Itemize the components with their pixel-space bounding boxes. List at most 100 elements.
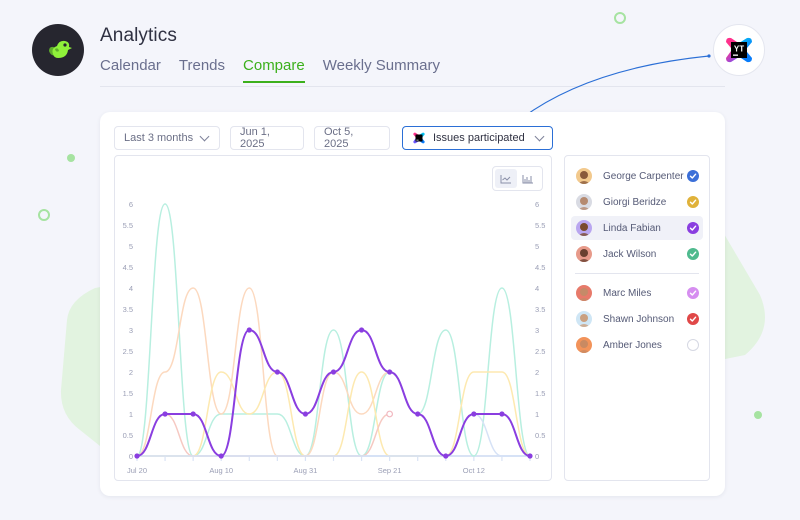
y-axis-tick-label: 1.5	[535, 389, 545, 398]
y-axis-tick-label: 3.5	[535, 305, 545, 314]
area-chart-button[interactable]	[517, 169, 539, 188]
person-row[interactable]: Linda Fabian	[571, 216, 703, 240]
decor-dot	[67, 154, 75, 162]
person-name: Linda Fabian	[603, 222, 661, 234]
y-axis-tick-label: 5	[535, 242, 539, 251]
people-legend: George Carpenter Giorgi Beridze Linda Fabi…	[564, 155, 710, 481]
line-chart: 0 0 0.5 0.5 1 1 1.5 1.5 2 2 2.5 2.5 3 3 3.5 3.5 4 4 4.5 4.5…	[123, 200, 546, 475]
checkbox-checked-icon[interactable]	[687, 248, 699, 260]
data-point	[387, 369, 393, 375]
y-axis-tick-label: 6	[129, 200, 133, 209]
end-date-value: Oct 5, 2025	[324, 126, 354, 150]
page-title: Analytics	[100, 25, 177, 46]
compare-card: Last 3 months Jun 1, 2025 Oct 5, 2025 Is…	[100, 112, 725, 496]
y-axis-tick-label: 1	[535, 410, 539, 419]
person-row[interactable]: Giorgi Beridze	[571, 190, 703, 214]
youtrack-integration-button[interactable]: YT	[713, 24, 765, 76]
start-date-value: Jun 1, 2025	[240, 126, 270, 150]
tab-weekly-summary[interactable]: Weekly Summary	[322, 57, 440, 74]
y-axis-tick-label: 0.5	[123, 431, 133, 440]
x-axis-tick-label: Sep 21	[378, 466, 402, 475]
checkbox-checked-icon[interactable]	[687, 170, 699, 182]
metric-dropdown[interactable]: Issues participated	[402, 126, 553, 150]
metric-dropdown-label: Issues participated	[433, 132, 525, 144]
checkbox-checked-icon[interactable]	[687, 196, 699, 208]
area-chart-icon	[522, 174, 533, 183]
data-point	[358, 327, 365, 333]
y-axis-tick-label: 3	[129, 326, 133, 335]
person-name: Giorgi Beridze	[603, 196, 667, 208]
person-row[interactable]: Marc Miles	[571, 281, 703, 305]
y-axis-tick-label: 4.5	[535, 263, 545, 272]
x-axis-tick-label: Aug 10	[209, 466, 233, 475]
y-axis-tick-label: 2	[129, 368, 133, 377]
end-date-field[interactable]: Oct 5, 2025	[314, 126, 390, 150]
person-name: Marc Miles	[603, 287, 652, 299]
decor-dot	[754, 411, 762, 419]
y-axis-tick-label: 3	[535, 326, 539, 335]
series-line	[136, 413, 390, 457]
range-dropdown-label: Last 3 months	[124, 132, 194, 144]
header-divider	[100, 86, 725, 87]
decor-ring	[614, 12, 626, 24]
data-point	[246, 327, 252, 333]
avatar	[576, 285, 592, 301]
app-logo[interactable]	[32, 24, 84, 76]
start-date-field[interactable]: Jun 1, 2025	[230, 126, 304, 150]
series-line	[136, 328, 531, 458]
x-axis-tick-label: Aug 31	[294, 466, 318, 475]
line-chart-button[interactable]	[495, 169, 517, 188]
data-point	[162, 411, 168, 417]
tab-calendar[interactable]: Calendar	[100, 57, 161, 74]
y-axis-tick-label: 4	[129, 284, 133, 293]
chart-area	[114, 155, 552, 481]
person-row[interactable]: Jack Wilson	[571, 242, 703, 266]
tab-trends[interactable]: Trends	[178, 57, 226, 74]
y-axis-tick-label: 5.5	[535, 221, 545, 230]
avatar	[576, 337, 592, 353]
series-line	[136, 371, 531, 457]
data-point	[302, 411, 309, 417]
y-axis-tick-label: 0.5	[535, 431, 545, 440]
y-axis-tick-label: 0	[129, 452, 133, 461]
person-name: Shawn Johnson	[603, 313, 675, 325]
range-dropdown[interactable]: Last 3 months	[114, 126, 220, 150]
checkbox-checked-icon[interactable]	[687, 313, 699, 325]
avatar	[576, 194, 592, 210]
avatar	[576, 168, 592, 184]
data-point	[134, 453, 140, 459]
person-name: Jack Wilson	[603, 248, 657, 260]
legend-divider	[575, 273, 699, 274]
y-axis-tick-label: 2.5	[123, 347, 133, 356]
x-axis-tick-label: Oct 12	[463, 466, 485, 475]
checkbox-checked-icon[interactable]	[687, 222, 699, 234]
checkbox-checked-icon[interactable]	[687, 287, 699, 299]
person-row[interactable]: Amber Jones	[571, 333, 703, 357]
bird-logo-icon	[49, 40, 72, 58]
y-axis-tick-label: 2.5	[535, 347, 545, 356]
youtrack-logo-icon	[413, 132, 425, 144]
data-point	[415, 411, 421, 417]
series-line	[136, 413, 530, 457]
y-axis-tick-label: 1	[129, 410, 133, 419]
y-axis-tick-label: 1.5	[123, 389, 133, 398]
nav-tabs: Calendar Trends Compare Weekly Summary	[100, 57, 458, 83]
tab-compare[interactable]: Compare	[243, 57, 305, 83]
y-axis-tick-label: 3.5	[123, 305, 133, 314]
person-row[interactable]: Shawn Johnson	[571, 307, 703, 331]
decor-ring	[38, 209, 50, 221]
data-point	[443, 453, 449, 459]
x-axis-tick-label: Jul 20	[127, 466, 147, 475]
line-chart-icon	[500, 174, 511, 183]
y-axis-tick-label: 4	[535, 284, 539, 293]
y-axis-tick-label: 0	[535, 452, 539, 461]
person-name: Amber Jones	[603, 339, 662, 351]
youtrack-logo-icon: YT	[726, 37, 752, 63]
series-line	[136, 287, 390, 457]
y-axis-tick-label: 5	[129, 242, 133, 251]
person-row[interactable]: George Carpenter	[571, 164, 703, 188]
avatar	[576, 246, 592, 262]
data-point	[471, 411, 477, 417]
checkbox-empty-icon[interactable]	[687, 339, 699, 351]
avatar	[576, 220, 592, 236]
